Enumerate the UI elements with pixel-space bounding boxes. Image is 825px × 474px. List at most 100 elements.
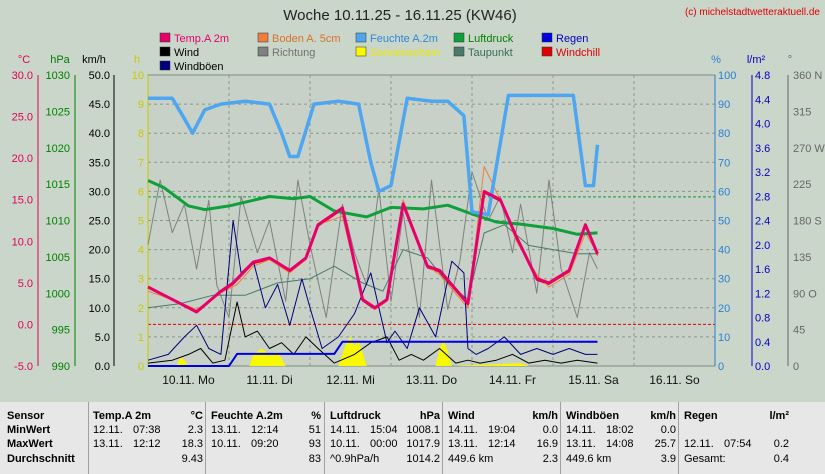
axis-tick-label: 0 [718, 361, 724, 373]
axis-tick-label: 45 [793, 325, 805, 337]
legend-label-feuchte-a-2m: Feuchte A.2m [370, 33, 438, 45]
table-cell-time: 19:04 [488, 424, 516, 436]
table-header: Feuchte A.2m [211, 410, 283, 422]
axis-unit-label: l/m² [747, 54, 766, 66]
axis-tick-label: 5 [138, 216, 144, 228]
axis-unit-label: % [711, 54, 721, 66]
table-column-divider [88, 402, 89, 474]
axis-tick-label: 2.8 [755, 191, 770, 203]
table-cell-time: 18:02 [606, 424, 634, 436]
axis-tick-label: 1 [138, 332, 144, 344]
axis-tick-label: 315 [793, 106, 811, 118]
axis-tick-label: 1030 [46, 70, 70, 82]
table-cell-value: 93 [308, 438, 321, 450]
table-cell-time: 12:14 [488, 438, 516, 450]
table-cell-value: 1017.9 [406, 438, 440, 450]
legend-label-windb-en: Windböen [174, 61, 224, 73]
table-cell-date: 10.11. [330, 438, 360, 450]
axis-tick-label: 80 [718, 128, 730, 140]
legend-swatch-sonnenschein [355, 46, 367, 57]
table-cell-value: 16.9 [536, 438, 558, 450]
legend-swatch-richtung [257, 46, 269, 57]
axis-tick-label: 270 W [793, 143, 825, 155]
table-cell-value: 1014.2 [406, 453, 440, 465]
x-axis-tick-label: 14.11. Fr [489, 373, 536, 387]
series-richtung [147, 171, 598, 318]
axis-tick-label: 0 [793, 361, 799, 373]
table-cell-value: 51 [308, 424, 321, 436]
copyright-label: (c) michelstadtwetteraktuell.de [685, 7, 820, 18]
axis-tick-label: -5.0 [14, 361, 33, 373]
table-row-label: MinWert [7, 424, 51, 436]
axis-tick-label: 5.0 [18, 278, 33, 290]
weekly-weather-chart: 30.025.020.015.010.05.00.0-5.0°C10301025… [11, 7, 825, 387]
series-layer [147, 93, 600, 367]
axis-tick-label: 100 [718, 70, 736, 82]
axis-tick-label: 50 [718, 216, 730, 228]
axis-tick-label: 6 [138, 186, 144, 198]
axis-tick-label: 50.0 [89, 70, 110, 82]
axis-tick-label: 20.0 [12, 153, 33, 165]
axis-tick-label: 25.0 [12, 112, 33, 124]
axis-tick-label: 15.0 [12, 195, 33, 207]
table-cell-time: 09:20 [251, 438, 279, 450]
table-column-divider [324, 402, 325, 474]
table-header-unit: l/m² [769, 410, 789, 422]
table-cell-date: 12.11. [684, 438, 714, 450]
table-column-divider [205, 402, 206, 474]
axis-tick-label: 990 [52, 361, 70, 373]
table-cell-date: 449.6 km [448, 453, 494, 465]
legend-swatch-regen [541, 32, 553, 43]
series-regen [148, 340, 598, 367]
axis-tick-label: 30.0 [89, 186, 110, 198]
legend-label-windchill: Windchill [556, 47, 600, 59]
series-sonnenschein [176, 336, 529, 366]
series-taupunkt [147, 224, 598, 309]
table-cell-date: ^0.9hPa/h [330, 453, 380, 465]
legend: Temp.A 2m Boden A. 5cm Feuchte A.2m Luftdru… [159, 32, 600, 73]
legend-swatch-wind [159, 46, 171, 57]
table-header: Luftdruck [330, 410, 381, 422]
axis-tick-label: 995 [52, 325, 70, 337]
legend-label-regen: Regen [556, 33, 588, 45]
axis-tick-label: 1020 [46, 143, 70, 155]
table-row-label: Durchschnitt [7, 453, 75, 465]
axis-tick-label: 2 [138, 303, 144, 315]
axis-tick-label: 4.8 [755, 70, 770, 82]
axis-tick-label: 10.0 [12, 236, 33, 248]
axis-tick-label: 3.6 [755, 143, 770, 155]
table-header: Sensor [7, 410, 45, 422]
axis-tick-label: 360 N [793, 70, 822, 82]
axis-tick-label: 25.0 [89, 216, 110, 228]
table-cell-time: 07:54 [724, 438, 752, 450]
table-row-label: MaxWert [7, 438, 53, 450]
axis-tick-label: 180 S [793, 216, 822, 228]
table-cell-date: 13.11. [93, 438, 123, 450]
series-feuchte-a-2m [148, 93, 600, 217]
axis-tick-label: 15.0 [89, 274, 110, 286]
legend-label-luftdruck: Luftdruck [468, 33, 514, 45]
table-cell-time: 07:38 [133, 424, 161, 436]
axis-tick-label: 1000 [46, 288, 70, 300]
table-cell-date: 14.11. [448, 424, 478, 436]
table-cell-value: 0.0 [660, 424, 676, 436]
axis-tick-label: 70 [718, 157, 730, 169]
axis-tick-label: 5.0 [95, 332, 110, 344]
legend-swatch-windchill [541, 46, 553, 57]
axis-tick-label: 0.8 [755, 313, 770, 325]
axis-tick-label: 90 O [793, 288, 817, 300]
table-cell-date: 12.11. [93, 424, 123, 436]
axis-tick-label: 0.0 [18, 319, 33, 331]
axis-unit-label: ° [788, 54, 792, 66]
legend-swatch-boden-a-5cm [257, 32, 269, 43]
table-cell-date: 13.11. [211, 424, 241, 436]
table-header: Windböen [566, 410, 620, 422]
table-column-divider [678, 402, 679, 474]
chart-title: Woche 10.11.25 - 16.11.25 (KW46) [283, 7, 516, 24]
table-cell-value: 25.7 [654, 438, 676, 450]
axis-tick-label: 40.0 [89, 128, 110, 140]
table-cell-value: 18.3 [181, 438, 203, 450]
axis-tick-label: 1.2 [755, 288, 770, 300]
axis-tick-label: 20 [718, 303, 730, 315]
table-cell-time: 12:12 [133, 438, 161, 450]
